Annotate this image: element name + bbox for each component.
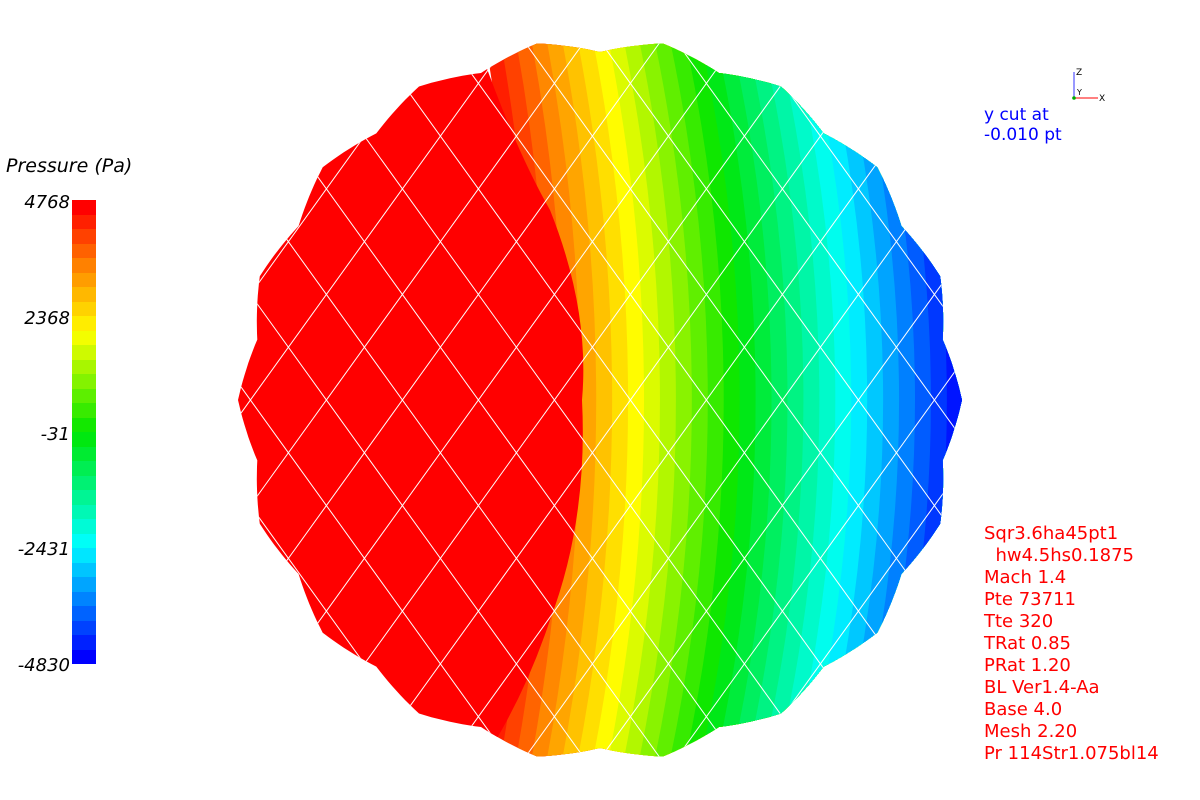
colorbar-band xyxy=(72,577,96,592)
colorbar-band xyxy=(72,345,96,360)
z-axis-label: Z xyxy=(1076,68,1082,78)
colorbar-band xyxy=(72,562,96,577)
mesh-line xyxy=(508,43,962,757)
colorbar-band xyxy=(72,519,96,534)
colorbar-band xyxy=(72,548,96,563)
colorbar-band xyxy=(72,504,96,519)
axis-triad: Z Y X xyxy=(1072,68,1105,104)
legend-tick-lower: -2431 xyxy=(17,539,70,560)
colorbar-band xyxy=(72,403,96,418)
colorbar-band xyxy=(72,272,96,287)
info-line: PRat 1.20 xyxy=(984,655,1071,676)
mesh-line xyxy=(238,43,677,757)
colorbar-band xyxy=(72,591,96,606)
pressure-colorbar xyxy=(72,200,96,664)
info-line: TRat 0.85 xyxy=(984,633,1071,654)
colorbar-band xyxy=(72,388,96,403)
colorbar-band xyxy=(72,606,96,621)
colorbar-band xyxy=(72,417,96,432)
info-line: hw4.5hs0.1875 xyxy=(984,545,1134,566)
colorbar-band xyxy=(72,533,96,548)
info-line: Base 4.0 xyxy=(984,699,1063,720)
mesh-line xyxy=(584,43,962,757)
info-line: Pte 73711 xyxy=(984,589,1076,610)
info-line: Mesh 2.20 xyxy=(984,721,1078,742)
mesh-line xyxy=(238,43,449,757)
colorbar-band xyxy=(72,316,96,331)
cut-label-line2: -0.010 pt xyxy=(984,125,1062,145)
pressure-contour-plot xyxy=(238,20,980,780)
colorbar-band xyxy=(72,229,96,244)
y-axis-dot xyxy=(1072,96,1076,100)
info-line: BL Ver1.4-Aa xyxy=(984,677,1100,698)
colorbar-band xyxy=(72,620,96,635)
x-axis-label: X xyxy=(1099,94,1105,104)
mesh-line xyxy=(965,20,980,780)
colorbar-band xyxy=(72,287,96,302)
colorbar-band xyxy=(72,649,96,664)
legend-title: Pressure (Pa) xyxy=(6,155,133,177)
colorbar-band xyxy=(72,359,96,374)
info-line: Sqr3.6ha45pt1 xyxy=(984,523,1119,544)
colorbar-band xyxy=(72,301,96,316)
mesh-line xyxy=(736,43,962,757)
cut-location-label: y cut at -0.010 pt xyxy=(984,105,1062,145)
y-axis-label: Y xyxy=(1076,88,1082,97)
mesh-line xyxy=(238,43,525,757)
legend-tick-mid: -31 xyxy=(40,424,70,445)
cut-label-line1: y cut at xyxy=(984,105,1049,125)
legend-tick-upper: 2368 xyxy=(24,308,70,329)
colorbar-band xyxy=(72,214,96,229)
mesh-line xyxy=(356,43,905,757)
mesh-line xyxy=(238,43,449,757)
info-line: Mach 1.4 xyxy=(984,567,1067,588)
colorbar-band xyxy=(72,200,96,215)
colorbar-band xyxy=(72,475,96,490)
colorbar-band xyxy=(72,432,96,447)
mesh-line xyxy=(736,43,962,757)
mesh-line xyxy=(280,43,829,757)
colorbar-band xyxy=(72,258,96,273)
colorbar-band xyxy=(72,330,96,345)
colorbar-band xyxy=(72,243,96,258)
mesh-line xyxy=(965,20,980,780)
legend-tick-max: 4768 xyxy=(24,192,70,213)
legend-tick-min: -4830 xyxy=(17,655,70,676)
info-line: Tte 320 xyxy=(984,611,1054,632)
info-line: Pr 114Str1.075bl14 xyxy=(984,743,1159,764)
mesh-line xyxy=(660,43,962,757)
mesh-line xyxy=(238,43,601,757)
colorbar-band xyxy=(72,374,96,389)
colorbar-band xyxy=(72,461,96,476)
colorbar-band xyxy=(72,635,96,650)
colorbar-band xyxy=(72,490,96,505)
case-info-block: Sqr3.6ha45pt1 hw4.5hs0.1875 Mach 1.4 Pte 7… xyxy=(984,523,1159,765)
colorbar-band xyxy=(72,446,96,461)
